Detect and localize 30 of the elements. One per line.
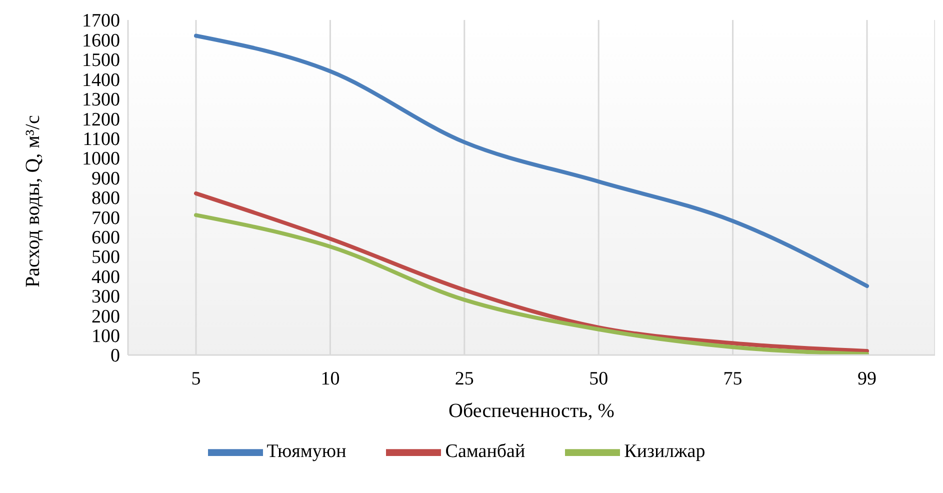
y-tick-label: 600	[92, 228, 120, 249]
y-tick-label: 900	[92, 168, 120, 190]
y-tick-label: 1500	[82, 50, 120, 72]
y-tick-label: 1100	[82, 128, 120, 150]
legend-label: Кизилжар	[624, 440, 706, 462]
legend-label: Тюямуюн	[266, 440, 346, 462]
y-tick-label: 1600	[82, 30, 120, 52]
line-series	[194, 34, 869, 288]
x-tick-label: 99	[858, 368, 876, 390]
y-tick-label: 800	[92, 188, 120, 210]
y-tick-label: 300	[92, 286, 120, 308]
y-tick-label: 1700	[82, 10, 120, 32]
y-tick-label: 1400	[82, 70, 120, 91]
y-tick-label: 500	[92, 247, 120, 268]
y-tick-label: 1000	[82, 148, 120, 170]
y-tick-label: 400	[92, 266, 120, 288]
legend-label: Саманбай	[445, 440, 526, 462]
x-axis-title: Обеспеченность, %	[448, 400, 614, 422]
x-tick-label: 25	[454, 368, 474, 390]
y-tick-label: 1200	[82, 109, 120, 130]
y-axis-title: Расход воды, Q, м³/с	[22, 115, 44, 288]
x-tick-label: 5	[191, 368, 201, 390]
y-tick-label: 1300	[82, 90, 120, 111]
x-tick-label: 75	[723, 368, 742, 390]
x-tick-label: 10	[320, 368, 340, 390]
y-tick-label: 700	[92, 208, 120, 229]
y-tick-label: 0	[110, 346, 120, 367]
y-tick-label: 200	[92, 306, 120, 328]
y-tick-label: 100	[92, 326, 120, 348]
x-tick-label: 50	[589, 368, 608, 390]
